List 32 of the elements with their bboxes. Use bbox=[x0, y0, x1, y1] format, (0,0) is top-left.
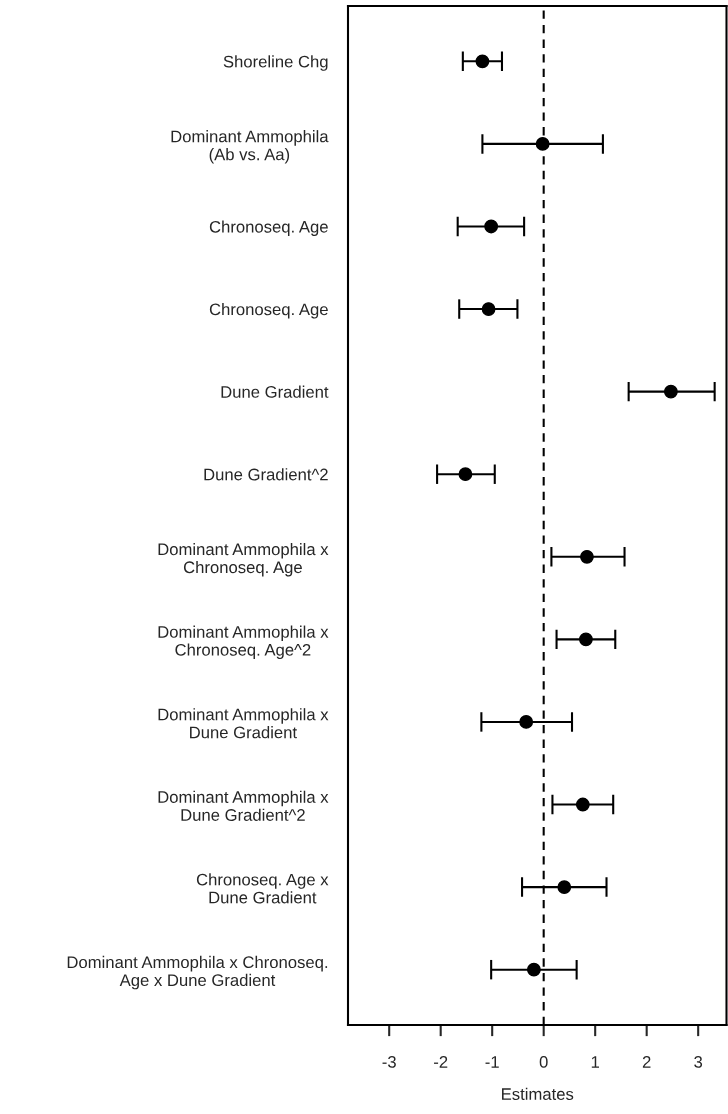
point bbox=[535, 136, 550, 151]
y-tick-label: Dominant Ammophila x Chronoseq. Age^2 bbox=[158, 625, 329, 660]
y-tick-label: Dominant Ammophila x Chronoseq. Age bbox=[158, 542, 329, 577]
x-tick-label: -2 bbox=[434, 1056, 448, 1068]
x-tick-label: -1 bbox=[485, 1056, 499, 1068]
point bbox=[526, 962, 541, 977]
y-tick-label: Chronoseq. Age bbox=[209, 220, 328, 236]
point bbox=[484, 219, 499, 234]
x-tick-label: -3 bbox=[382, 1056, 396, 1068]
point bbox=[475, 54, 490, 69]
y-tick-label: Chronoseq. Age x Dune Gradient bbox=[196, 873, 329, 904]
point bbox=[579, 632, 593, 647]
y-tick-label: Shoreline Chg bbox=[223, 55, 328, 71]
x-tick-label: 0 bbox=[539, 1056, 548, 1068]
point bbox=[575, 797, 590, 812]
y-tick-label: Dominant Ammophila x Dune Gradient bbox=[158, 708, 329, 739]
y-tick-label: Dominant Ammophila x Dune Gradient^2 bbox=[158, 790, 329, 821]
point bbox=[557, 880, 572, 895]
point bbox=[458, 467, 473, 482]
y-tick-label: Dune Gradient^2 bbox=[204, 468, 328, 481]
x-tick-label: 2 bbox=[642, 1056, 651, 1068]
point bbox=[481, 302, 496, 316]
x-tick-label: 3 bbox=[694, 1056, 703, 1068]
y-tick-label: Dune Gradient bbox=[221, 385, 329, 398]
y-tick-label: Chronoseq. Age bbox=[209, 303, 328, 319]
x-axis-title: Estimates bbox=[502, 1087, 574, 1100]
point bbox=[580, 549, 594, 564]
y-tick-label: Dominant Ammophila (Ab vs. Aa) bbox=[171, 130, 329, 164]
x-tick-label: 1 bbox=[591, 1056, 600, 1068]
y-tick-label: Dominant Ammophila x Chronoseq. Age x Dune Gradient bbox=[67, 955, 328, 990]
point bbox=[663, 384, 678, 399]
point bbox=[519, 715, 534, 729]
